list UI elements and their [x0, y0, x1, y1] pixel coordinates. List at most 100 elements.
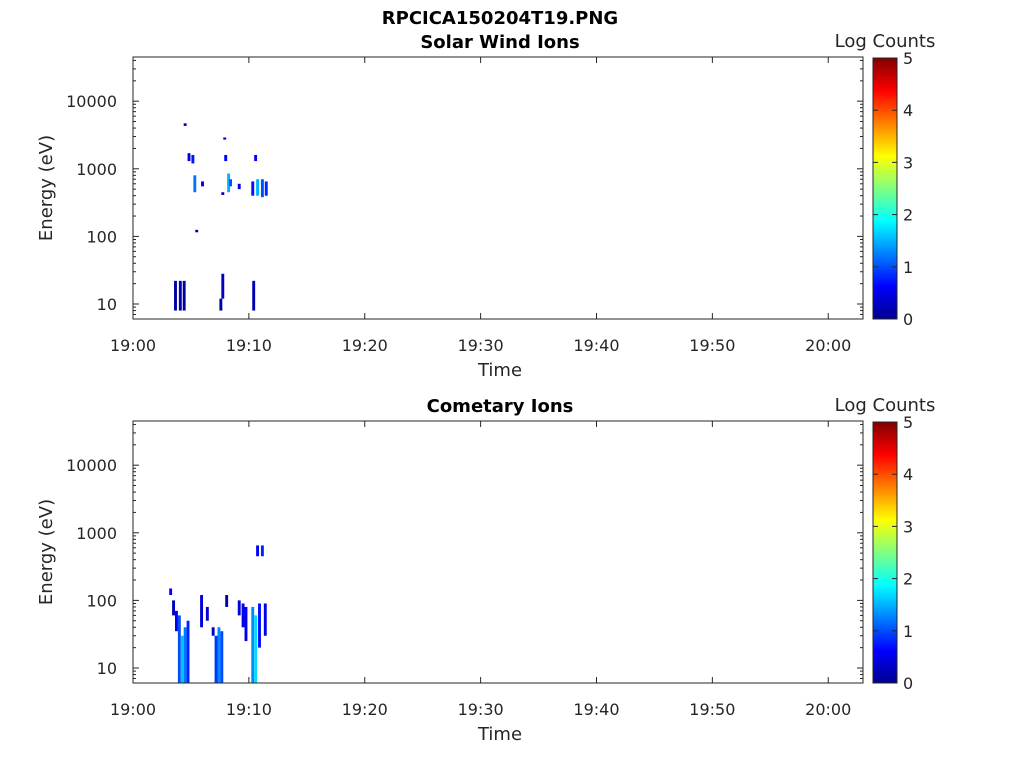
heatmap-cells [174, 123, 268, 311]
heatmap-cell [201, 181, 204, 187]
colorbar [872, 57, 898, 320]
y-tick-label: 1000 [76, 524, 117, 543]
heatmap-cell [191, 154, 195, 164]
heatmap-cell [260, 179, 264, 198]
x-ticks: 19:00 19:10 19:20 19:30 19:40 19:50 20:00 [110, 57, 851, 355]
panel-title: Solar Wind Ions [420, 32, 579, 53]
x-tick-label: 19:20 [342, 336, 388, 355]
y-tick-label: 1000 [76, 160, 117, 179]
heatmap-cell [237, 183, 241, 190]
x-tick-label: 19:10 [226, 700, 272, 719]
heatmap-cell [180, 635, 184, 683]
colorbar-tick-label: 1 [903, 622, 913, 641]
y-axis-label: Energy (eV) [36, 135, 57, 241]
heatmap-cell [169, 588, 173, 596]
heatmap-cell [225, 595, 229, 607]
heatmap-cell [237, 600, 241, 616]
heatmap-cell [258, 603, 261, 648]
heatmap-cell [172, 600, 176, 616]
colorbar-ticks: 0 1 2 3 4 5 [873, 413, 913, 693]
x-tick-label: 19:50 [689, 700, 735, 719]
heatmap-cell [227, 173, 231, 193]
heatmap-cell [175, 610, 178, 632]
x-tick-label: 19:00 [110, 700, 156, 719]
heatmap-cell [264, 181, 268, 196]
x-tick-label: 19:40 [573, 700, 619, 719]
y-axis-label: Energy (eV) [36, 499, 57, 605]
figure-title: RPCICA150204T19.PNG [382, 8, 618, 29]
x-tick-label: 20:00 [805, 700, 851, 719]
plot-frame [132, 420, 864, 684]
colorbar-tick-label: 1 [903, 258, 913, 277]
x-tick-label: 19:40 [573, 336, 619, 355]
colorbar-ticks: 0 1 2 3 4 5 [873, 49, 913, 329]
y-tick-label: 100 [86, 591, 117, 610]
heatmap-cell [200, 595, 204, 628]
heatmap-cell [178, 280, 182, 311]
colorbar-tick-label: 0 [903, 674, 913, 693]
x-tick-label: 20:00 [805, 336, 851, 355]
colorbar-tick-label: 5 [903, 413, 913, 432]
colorbar-tick-label: 3 [903, 153, 913, 172]
x-tick-label: 19:30 [458, 336, 504, 355]
heatmap-cell [263, 603, 267, 636]
y-ticks: 10 100 1000 10000 [66, 423, 863, 684]
heatmap-cell [241, 603, 245, 628]
colorbar-tick-label: 2 [903, 206, 913, 225]
x-tick-label: 19:20 [342, 700, 388, 719]
heatmap-cell [252, 280, 256, 311]
heatmap-cell [223, 137, 227, 140]
colorbar [872, 421, 898, 684]
x-axis-label: Time [477, 724, 522, 745]
heatmap-cell [187, 153, 191, 162]
heatmap-cell [183, 123, 187, 126]
heatmap-cell [229, 179, 232, 187]
colorbar-label: Log Counts [835, 31, 936, 52]
heatmap-cell [260, 545, 264, 557]
panel-title: Cometary Ions [427, 396, 574, 417]
heatmap-cell [251, 606, 255, 683]
heatmap-cell [214, 635, 218, 683]
heatmap-cell [217, 627, 221, 683]
y-tick-label: 100 [86, 227, 117, 246]
x-tick-label: 19:10 [226, 336, 272, 355]
colorbar-tick-label: 5 [903, 49, 913, 68]
heatmap-cell [244, 606, 248, 642]
x-tick-label: 19:50 [689, 336, 735, 355]
heatmap-cell [224, 154, 228, 162]
heatmap-cell [205, 606, 209, 621]
colorbar-tick-label: 4 [903, 465, 913, 484]
x-axis-label: Time [477, 360, 522, 381]
heatmap-cells [169, 545, 267, 683]
y-tick-label: 10000 [66, 92, 117, 111]
heatmap-cell [182, 280, 186, 311]
heatmap-cell [183, 627, 187, 683]
colorbar-tick-label: 0 [903, 310, 913, 329]
colorbar-tick-label: 2 [903, 570, 913, 589]
y-tick-label: 10000 [66, 456, 117, 475]
panel-cometary-ions: Cometary Ions 1 0 100 1000 10000 19:00 19:10 1… [36, 395, 935, 745]
heatmap-cell [174, 280, 177, 311]
x-tick-label: 19:00 [110, 336, 156, 355]
heatmap-cell [254, 615, 258, 683]
heatmap-cell [256, 179, 260, 196]
y-tick-label: 10 [97, 295, 117, 314]
heatmap-cell [186, 620, 190, 683]
heatmap-cell [219, 298, 223, 311]
heatmap-cell [254, 154, 258, 162]
heatmap-cell [221, 192, 225, 195]
colorbar-tick-label: 3 [903, 517, 913, 536]
x-tick-label: 19:30 [458, 700, 504, 719]
colorbar-label: Log Counts [835, 395, 936, 416]
colorbar-tick-label: 4 [903, 101, 913, 120]
heatmap-cell [193, 175, 197, 193]
heatmap-cell [251, 181, 255, 196]
heatmap-cell [220, 631, 224, 683]
heatmap-cell [177, 615, 181, 683]
heatmap-cell [195, 229, 199, 233]
y-ticks: 10 100 1000 10000 [66, 59, 863, 320]
plot-frame [132, 56, 864, 320]
heatmap-cell [256, 545, 260, 557]
